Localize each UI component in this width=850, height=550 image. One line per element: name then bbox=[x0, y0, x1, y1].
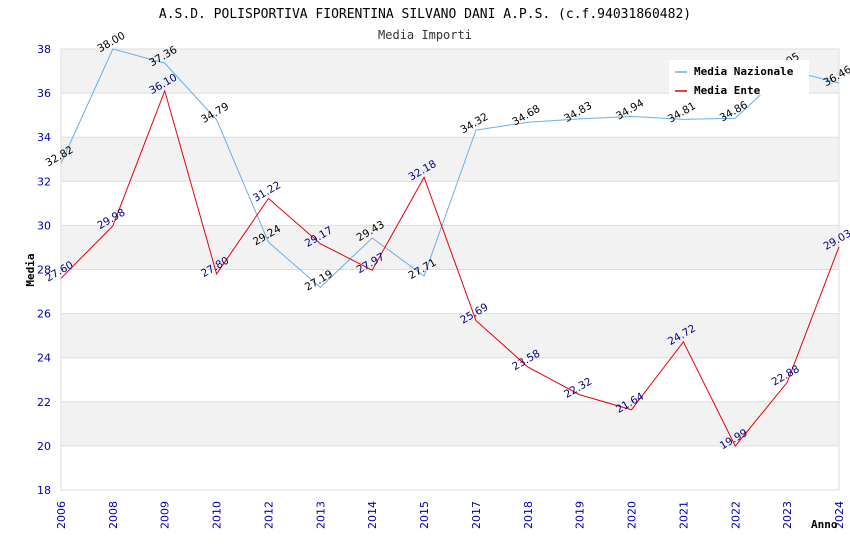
chart-subtitle: Media Importi bbox=[378, 28, 472, 42]
band bbox=[61, 401, 839, 446]
y-tick-label: 24 bbox=[37, 352, 51, 365]
y-tick-label: 28 bbox=[37, 264, 51, 277]
x-tick-label: 2014 bbox=[366, 501, 379, 529]
gridlines bbox=[60, 48, 840, 491]
y-tick-label: 36 bbox=[37, 87, 51, 100]
y-tick-label: 30 bbox=[37, 219, 51, 232]
x-tick-label: 2019 bbox=[574, 501, 587, 529]
band bbox=[61, 93, 839, 138]
legend: Media Nazionale Media Ente bbox=[669, 60, 809, 97]
band bbox=[61, 313, 839, 358]
y-tick-label: 22 bbox=[37, 396, 51, 409]
series-line-ente bbox=[60, 89, 840, 448]
x-axis-title: Anno bbox=[811, 518, 838, 531]
x-tick-label: 2012 bbox=[262, 501, 275, 529]
x-tick-label: 2015 bbox=[418, 501, 431, 529]
x-axis-ticks: 2006 2008 2009 2010 2012 2013 2014 2015 2017 2018… bbox=[55, 501, 846, 529]
band bbox=[61, 445, 839, 490]
band bbox=[61, 357, 839, 402]
y-tick-label: 38 bbox=[37, 43, 51, 56]
x-tick-label: 2017 bbox=[470, 501, 483, 529]
x-tick-label: 2024 bbox=[833, 501, 846, 529]
y-tick-label: 26 bbox=[37, 308, 51, 321]
x-tick-label: 2021 bbox=[677, 501, 690, 529]
x-tick-label: 2010 bbox=[211, 501, 224, 529]
y-axis-ticks: 18 20 22 24 26 28 30 32 34 36 38 bbox=[37, 43, 51, 497]
plot-frame bbox=[60, 48, 840, 491]
legend-label-ente: Media Ente bbox=[694, 84, 761, 97]
x-tick-label: 2020 bbox=[626, 501, 639, 529]
band bbox=[61, 137, 839, 182]
background-bands bbox=[61, 49, 839, 490]
x-tick-label: 2023 bbox=[781, 501, 794, 529]
x-tick-label: 2006 bbox=[55, 501, 68, 529]
series-line-nazionale bbox=[60, 48, 840, 289]
x-tick-label: 2008 bbox=[107, 501, 120, 529]
y-tick-label: 20 bbox=[37, 440, 51, 453]
chart-title: A.S.D. POLISPORTIVA FIORENTINA SILVANO D… bbox=[159, 7, 691, 22]
x-tick-label: 2018 bbox=[522, 501, 535, 529]
x-tick-label: 2022 bbox=[729, 501, 742, 529]
legend-box bbox=[669, 60, 809, 95]
legend-label-naz: Media Nazionale bbox=[694, 65, 794, 78]
y-tick-label: 18 bbox=[37, 484, 51, 497]
y-tick-label: 32 bbox=[37, 175, 51, 188]
x-tick-label: 2009 bbox=[159, 501, 172, 529]
y-axis-title: Media bbox=[24, 253, 37, 286]
band bbox=[61, 269, 839, 314]
y-tick-label: 34 bbox=[37, 131, 51, 144]
x-tick-label: 2013 bbox=[314, 501, 327, 529]
series-lines bbox=[60, 48, 840, 448]
